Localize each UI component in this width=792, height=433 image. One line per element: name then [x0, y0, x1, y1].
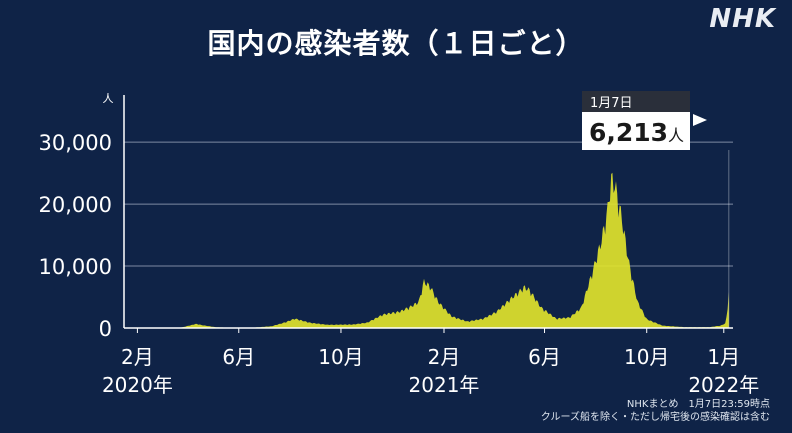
x-tick-label: 6月 — [222, 345, 255, 369]
callout-unit: 人 — [668, 126, 684, 145]
x-tick-label: 2月 — [121, 345, 154, 369]
x-tick-label: 2月 — [428, 345, 461, 369]
source-line-2: クルーズ船を除く・ただし帰宅後の感染確認は含む — [540, 412, 770, 423]
callout-body-box — [582, 112, 690, 150]
x-tick-label: 10月 — [318, 345, 363, 369]
source-line-1: NHKまとめ 1月7日23:59時点 — [626, 399, 770, 410]
nhk-logo: NHK — [709, 4, 776, 34]
y-tick-label: 10,000 — [39, 255, 112, 279]
y-axis-unit: 人 — [103, 92, 114, 105]
x-year-label: 2020年 — [102, 373, 173, 397]
callout-pointer — [693, 114, 707, 126]
series-area — [124, 172, 729, 328]
callout-value: 6,213 — [589, 118, 668, 147]
x-tick-label: 1月 — [707, 345, 740, 369]
callout: 1月7日 6,213 人 — [582, 91, 730, 328]
callout-header-box — [582, 91, 690, 112]
grid — [124, 141, 733, 267]
x-year-label: 2021年 — [409, 373, 480, 397]
y-tick-label: 0 — [99, 317, 112, 341]
axes: 0 10,000 20,000 30,000 人 2月 2020年 6月 10月 2月 2021年 6… — [39, 92, 760, 397]
x-year-label: 2022年 — [688, 373, 759, 397]
x-tick-label: 10月 — [624, 345, 669, 369]
x-tick-label: 6月 — [528, 345, 561, 369]
callout-date: 1月7日 — [590, 96, 633, 111]
chart-title: 国内の感染者数（１日ごと） — [207, 27, 585, 60]
y-tick-label: 30,000 — [39, 131, 112, 155]
y-tick-label: 20,000 — [39, 193, 112, 217]
series-area-path — [124, 172, 729, 328]
source-note: NHKまとめ 1月7日23:59時点 クルーズ船を除く・ただし帰宅後の感染確認は… — [541, 398, 770, 424]
